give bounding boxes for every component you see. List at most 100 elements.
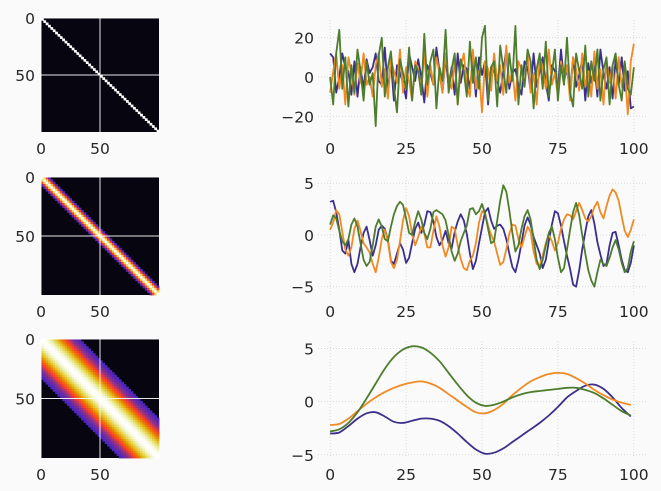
heatmap-cell xyxy=(78,374,82,378)
heatmap-cell xyxy=(109,441,113,445)
heatmap-cell xyxy=(100,410,103,414)
heatmap-cell xyxy=(64,374,68,378)
heatmap-cell xyxy=(85,228,89,232)
heatmap-cell xyxy=(78,381,82,385)
heatmap-cell xyxy=(85,386,89,390)
heatmap-cell xyxy=(128,393,132,397)
heatmap-cell xyxy=(74,360,77,364)
heatmap-cell xyxy=(88,219,91,223)
heatmap-cell xyxy=(111,250,115,253)
heatmap-cell xyxy=(125,446,129,449)
heatmap-cell xyxy=(133,427,136,430)
heatmap-cell xyxy=(104,386,108,390)
heatmap-cell xyxy=(66,205,70,209)
heatmap-cell xyxy=(137,448,141,452)
heatmap-cell xyxy=(66,379,70,383)
heatmap-cell xyxy=(95,377,99,380)
heatmap-cell xyxy=(66,396,70,399)
heatmap-cell xyxy=(144,455,148,459)
heatmap-cell xyxy=(66,369,70,373)
heatmap-cell xyxy=(57,188,61,192)
heatmap-cell xyxy=(74,398,77,402)
heatmap-cell xyxy=(43,343,47,347)
heatmap-cell xyxy=(135,266,139,270)
heatmap-cell xyxy=(154,419,158,423)
heatmap-cell xyxy=(118,417,122,421)
heatmap-cell xyxy=(83,398,87,402)
heatmap-cell xyxy=(118,252,122,256)
heatmap-cell xyxy=(128,438,132,442)
heatmap-cell xyxy=(81,355,84,359)
heatmap-cell xyxy=(74,205,77,209)
heatmap-cell xyxy=(123,386,127,390)
heatmap-cell xyxy=(140,405,143,409)
heatmap-cell xyxy=(151,285,155,289)
heatmap-cell xyxy=(62,195,65,199)
heatmap-cell xyxy=(116,384,120,387)
heatmap-cell xyxy=(142,436,146,440)
heatmap-cell xyxy=(62,377,65,380)
heatmap-cell xyxy=(149,417,153,421)
heatmap-cell xyxy=(97,400,101,404)
heatmap-cell xyxy=(71,339,75,342)
heatmap-cell xyxy=(88,408,91,411)
line-panel-2: 0 25 50 75 100−505 xyxy=(291,175,649,321)
heatmap-cell xyxy=(69,400,73,404)
heatmap-cell xyxy=(121,257,124,260)
heatmap-cell xyxy=(62,348,65,352)
heatmap-cell xyxy=(85,391,89,395)
heatmap-cell xyxy=(41,365,44,368)
heatmap-cell xyxy=(48,343,51,347)
heatmap-cell xyxy=(114,417,117,421)
heatmap-cell xyxy=(90,228,94,232)
heatmap-cell xyxy=(59,195,63,199)
heatmap-cell xyxy=(128,271,132,275)
heatmap-cell xyxy=(66,348,70,352)
heatmap-cell xyxy=(111,415,115,418)
heatmap-cell xyxy=(111,386,115,390)
heatmap-cell xyxy=(123,427,127,430)
heatmap-cell xyxy=(66,365,70,368)
heatmap-cell xyxy=(104,238,108,242)
heatmap-cell xyxy=(100,386,103,390)
heatmap-cell xyxy=(69,367,73,371)
heatmap-cell xyxy=(130,410,134,414)
heatmap-cell xyxy=(66,384,70,387)
heatmap-cell xyxy=(121,396,124,399)
heatmap-cell xyxy=(151,290,155,294)
heatmap-cell xyxy=(83,221,87,225)
heatmap-cell xyxy=(97,238,101,242)
heatmap-cell xyxy=(59,198,63,201)
heatmap-cell xyxy=(45,339,49,342)
heatmap-cell xyxy=(100,400,103,404)
heatmap-cell xyxy=(111,245,115,249)
heatmap-cell xyxy=(137,415,141,418)
heatmap-cell xyxy=(156,434,160,437)
heatmap-cell xyxy=(85,381,89,385)
heatmap-cell xyxy=(57,346,61,349)
heatmap-cell xyxy=(78,412,82,416)
heatmap-cell xyxy=(81,360,84,364)
heatmap-cell xyxy=(133,403,136,407)
heatmap-cell xyxy=(64,353,68,357)
heatmap-cell xyxy=(81,386,84,390)
heatmap-cell xyxy=(43,350,47,354)
x-tick-label: 100 xyxy=(619,140,649,158)
heatmap-cell xyxy=(156,446,160,449)
heatmap-cell xyxy=(142,271,146,275)
heatmap-cell xyxy=(154,427,158,430)
heatmap-cell xyxy=(57,367,61,371)
heatmap-cell xyxy=(123,446,127,449)
heatmap-cell xyxy=(154,455,158,459)
heatmap-cell xyxy=(66,374,70,378)
heatmap-cell xyxy=(144,429,148,433)
heatmap-cell xyxy=(118,391,122,395)
heatmap-cell xyxy=(85,405,89,409)
heatmap-cell xyxy=(100,424,103,428)
heatmap-cell xyxy=(149,290,153,294)
heatmap-cell xyxy=(125,261,129,265)
heatmap-cell xyxy=(59,386,63,390)
y-tick-label: 0 xyxy=(25,169,35,187)
heatmap-cell xyxy=(45,381,49,385)
